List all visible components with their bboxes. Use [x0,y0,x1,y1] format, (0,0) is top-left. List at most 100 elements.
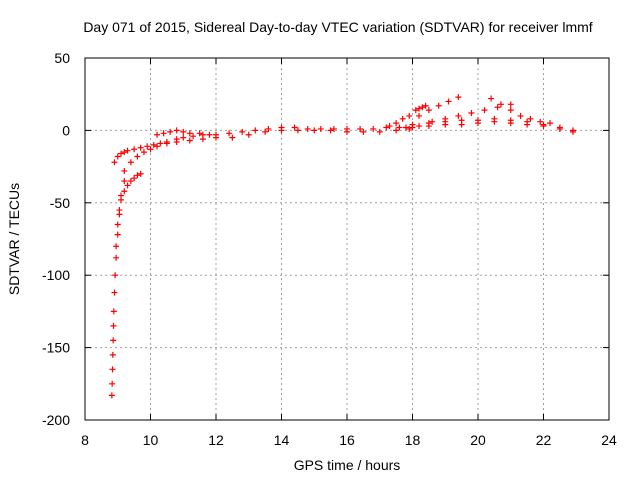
data-point [118,150,125,157]
x-tick-labels: 8 10 12 14 16 18 20 22 24 [81,432,617,448]
data-point [409,124,416,131]
data-point [494,104,501,111]
data-point [330,125,337,132]
data-point [416,105,423,112]
data-point [419,104,426,111]
data-point [412,107,419,114]
data-point [109,380,116,387]
data-point [127,178,134,185]
data-point [118,196,125,203]
x-tick-label: 18 [405,432,421,448]
data-point [425,107,432,114]
data-point [140,149,147,156]
data-point [213,134,219,141]
data-point [137,170,144,177]
y-tick-label: -150 [42,340,70,356]
series-late-rising-b [416,101,514,130]
data-point [278,127,285,134]
data-point [131,175,138,182]
data-point [393,120,400,127]
x-tick-label: 20 [470,432,486,448]
data-point [109,351,116,358]
data-point [121,149,128,156]
data-point [556,125,563,132]
data-point [406,112,413,119]
x-tick-label: 12 [208,432,224,448]
data-point [442,121,449,128]
data-point [383,124,390,131]
data-point [134,153,141,160]
data-point [311,127,318,134]
data-point [540,123,547,130]
x-tick-label: 24 [601,432,617,448]
data-point [199,136,206,143]
data-point [435,102,442,109]
chart-title: Day 071 of 2015, Sidereal Day-to-day VTE… [83,19,592,35]
data-point [265,125,272,132]
data-point [517,112,524,119]
data-point [422,102,429,109]
data-point [110,322,117,329]
series-upper-branch [111,124,409,166]
data-point [147,146,154,153]
data-point [144,143,151,150]
series-plateau-segment [154,127,213,138]
data-point [113,243,120,250]
data-point [173,127,180,134]
series-late-block-a [386,112,413,130]
data-point [416,112,423,119]
data-point [396,124,403,131]
data-point [157,140,164,147]
data-point [154,131,161,138]
data-point [163,140,170,147]
data-point [537,118,544,125]
data-point [110,337,117,344]
data-point [527,115,534,122]
grid-lines [85,58,609,420]
data-point [304,125,311,132]
y-tick-label: -100 [42,267,70,283]
data-point [186,137,193,144]
data-point [262,128,269,135]
data-point [109,366,116,373]
data-point [114,221,121,228]
data-point [376,128,383,135]
series-lower-branch [121,125,413,174]
data-point [468,110,475,117]
x-tick-label: 16 [339,432,355,448]
data-point [357,125,364,132]
data-point [327,127,334,134]
data-point [399,115,406,122]
data-point [226,130,233,137]
y-tick-label: -200 [42,412,70,428]
data-point [229,134,236,141]
data-point [114,153,121,160]
x-tick-label: 14 [274,432,290,448]
data-point [445,98,452,105]
data-points [108,94,576,399]
data-point [111,289,118,296]
data-point [491,118,498,125]
data-point [547,120,554,127]
data-point [344,128,350,135]
data-point [360,128,367,135]
data-point [206,131,213,138]
series-late-rising-a [416,94,462,119]
data-point [190,133,197,140]
x-tick-label: 8 [81,432,89,448]
y-axis-label: SDTVAR / TECUs [6,183,22,295]
data-point [488,95,495,102]
x-tick-label: 22 [536,432,552,448]
data-point [252,127,259,134]
series-late-block-b [412,102,429,114]
data-point [425,123,432,130]
data-point [458,121,465,128]
series-steep-drop [108,178,128,399]
data-point [317,125,324,132]
data-point [131,146,138,153]
data-point [507,120,514,127]
data-point [116,207,123,214]
series-late-falling [488,95,554,127]
data-point [108,392,115,399]
data-point [455,112,462,119]
